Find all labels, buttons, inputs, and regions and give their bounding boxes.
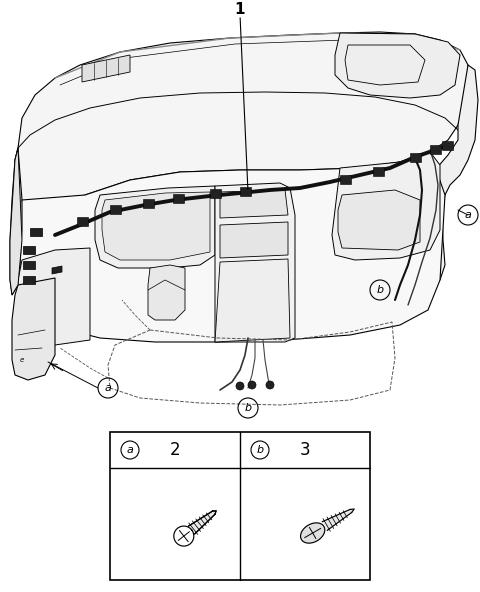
Bar: [430, 145, 441, 154]
Bar: [248, 296, 257, 303]
Polygon shape: [18, 248, 90, 345]
Bar: [410, 153, 421, 162]
Polygon shape: [95, 186, 215, 268]
Bar: [340, 175, 351, 184]
Polygon shape: [360, 33, 415, 48]
Text: 3: 3: [300, 441, 310, 459]
Bar: [240, 187, 251, 196]
Polygon shape: [215, 259, 290, 342]
Polygon shape: [82, 55, 130, 82]
Text: e: e: [20, 357, 24, 363]
FancyBboxPatch shape: [368, 216, 397, 228]
Polygon shape: [220, 222, 288, 258]
Bar: [244, 270, 253, 277]
Circle shape: [249, 234, 261, 246]
Text: 2: 2: [170, 441, 180, 459]
Polygon shape: [338, 190, 420, 250]
Polygon shape: [405, 65, 478, 280]
Bar: [110, 432, 370, 580]
Polygon shape: [300, 523, 325, 543]
Circle shape: [269, 234, 281, 246]
Circle shape: [248, 381, 256, 389]
Polygon shape: [322, 509, 354, 530]
Bar: [226, 285, 235, 292]
Bar: [246, 284, 255, 291]
Bar: [260, 196, 272, 204]
Bar: [23, 276, 35, 284]
Bar: [143, 199, 154, 208]
Bar: [264, 283, 273, 290]
Polygon shape: [10, 148, 22, 295]
Bar: [279, 282, 288, 289]
Bar: [210, 189, 221, 198]
Circle shape: [107, 200, 163, 256]
Text: a: a: [105, 383, 111, 393]
Bar: [261, 269, 270, 276]
Polygon shape: [15, 32, 470, 240]
Text: a: a: [127, 445, 133, 455]
Bar: [77, 217, 88, 226]
Text: a: a: [465, 210, 471, 220]
Bar: [173, 194, 184, 203]
Text: b: b: [256, 445, 264, 455]
Bar: [244, 196, 256, 204]
Circle shape: [229, 234, 241, 246]
Polygon shape: [12, 278, 55, 380]
Bar: [110, 205, 121, 214]
Bar: [276, 268, 285, 275]
Text: b: b: [244, 403, 252, 413]
Polygon shape: [102, 192, 210, 260]
Circle shape: [266, 381, 274, 389]
Bar: [276, 196, 288, 204]
Polygon shape: [215, 183, 295, 342]
Bar: [442, 141, 453, 150]
Bar: [23, 246, 35, 254]
Text: b: b: [376, 285, 384, 295]
Text: 1: 1: [235, 2, 245, 18]
Polygon shape: [148, 265, 185, 320]
Polygon shape: [20, 152, 445, 342]
Bar: [373, 167, 384, 176]
Polygon shape: [189, 511, 216, 534]
Bar: [23, 261, 35, 269]
Bar: [228, 196, 240, 204]
Polygon shape: [52, 266, 62, 274]
Polygon shape: [332, 152, 440, 260]
Polygon shape: [10, 148, 28, 295]
Polygon shape: [335, 33, 460, 98]
Circle shape: [236, 382, 244, 390]
Polygon shape: [220, 190, 288, 218]
Bar: [228, 297, 237, 304]
Circle shape: [163, 203, 207, 247]
Bar: [30, 228, 42, 236]
Bar: [224, 272, 233, 279]
